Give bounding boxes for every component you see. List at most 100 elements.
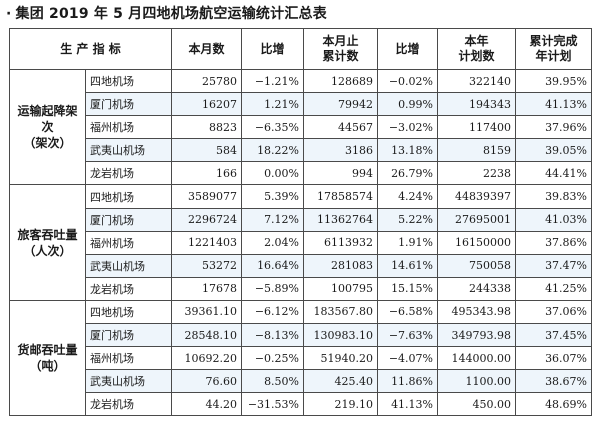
completion-rate-cell: 38.67%: [515, 369, 593, 394]
month-change-cell: −5.89%: [241, 276, 305, 301]
table-row: 福州机场 10692.20 −0.25% 51940.20 −4.07% 144000.0…: [10, 346, 593, 371]
table-row: 武夷山机场 584 18.22% 3186 13.18% 8159 39.05%: [10, 138, 593, 163]
table-row: 龙岩机场 44.20 −31.53% 219.10 41.13% 450.00 48.69%: [10, 392, 593, 417]
plan-value-cell: 117400: [437, 115, 517, 140]
completion-rate-cell: 37.47%: [515, 253, 593, 278]
header-row: 生 产 指 标 本月数 比增 本月止 累计数 比增 本年 计划数 累计完成 年计…: [8, 28, 593, 70]
cumulative-value-cell: 994: [303, 161, 379, 186]
completion-rate-cell: 44.41%: [515, 161, 593, 186]
cumulative-value-cell: 183567.80: [303, 299, 379, 325]
month-value-cell: 39361.10: [171, 299, 243, 325]
cumulative-value-cell: 281083: [303, 253, 379, 278]
month-value-cell: 44.20: [171, 392, 243, 417]
month-change-cell: 18.22%: [241, 138, 305, 163]
airport-name-cell: 福州机场: [84, 115, 173, 140]
plan-value-cell: 750058: [437, 253, 517, 278]
month-change-cell: 1.21%: [241, 92, 305, 117]
plan-value-cell: 2238: [437, 161, 517, 186]
table-row: 旅客吞吐量 （人次） 四地机场 3589077 5.39% 17858574 4.24% 44…: [9, 184, 593, 301]
category-label-line2: （吨）: [29, 359, 66, 374]
airport-name-cell: 武夷山机场: [84, 253, 173, 278]
cumulative-change-cell: 4.24%: [377, 184, 439, 209]
cumulative-value-cell: 100795: [303, 276, 379, 301]
plan-value-cell: 27695001: [437, 207, 517, 232]
title-text: 集团 2019 年 5 月四地机场航空运输统计汇总表: [15, 6, 327, 22]
airport-name-cell: 武夷山机场: [84, 138, 173, 163]
month-value-cell: 1221403: [171, 230, 243, 255]
airport-name-cell: 厦门机场: [84, 207, 173, 232]
cumulative-value-cell: 425.40: [303, 369, 379, 394]
completion-rate-cell: 36.07%: [515, 346, 593, 371]
airport-name-cell: 龙岩机场: [84, 161, 173, 186]
page-title: · 集团 2019 年 5 月四地机场航空运输统计汇总表: [6, 3, 327, 25]
month-change-cell: −0.25%: [241, 346, 305, 371]
plan-value-cell: 194343: [437, 92, 517, 117]
category-label-line2: （人次）: [23, 243, 72, 258]
plan-value-cell: 495343.98: [437, 299, 517, 325]
month-change-cell: 16.64%: [241, 253, 305, 278]
completion-rate-cell: 39.95%: [515, 68, 593, 94]
title-bullet: ·: [6, 6, 12, 22]
table-row: 厦门机场 16207 1.21% 79942 0.99% 194343 41.13%: [10, 92, 593, 117]
plan-value-cell: 349793.98: [437, 323, 517, 348]
airport-name-cell: 四地机场: [84, 299, 173, 325]
month-change-cell: −6.35%: [241, 115, 305, 140]
month-value-cell: 3589077: [171, 184, 243, 209]
cumulative-value-cell: 17858574: [303, 184, 379, 209]
header-cumulative-change: 比增: [377, 28, 439, 70]
month-change-cell: −6.12%: [241, 299, 305, 325]
cumulative-change-cell: 14.61%: [377, 253, 439, 278]
cumulative-change-cell: 41.13%: [377, 392, 439, 417]
plan-value-cell: 450.00: [437, 392, 517, 417]
table-row: 厦门机场 2296724 7.12% 11362764 5.22% 27695001 41.…: [10, 207, 593, 232]
cumulative-value-cell: 44567: [303, 115, 379, 140]
cumulative-value-cell: 11362764: [303, 207, 379, 232]
header-completion-line1: 累计完成: [529, 34, 578, 48]
header-month-change: 比增: [241, 28, 305, 70]
header-indicator: 生 产 指 标: [8, 28, 173, 70]
month-change-cell: 7.12%: [241, 207, 305, 232]
cumulative-value-cell: 219.10: [303, 392, 379, 417]
cumulative-value-cell: 130983.10: [303, 323, 379, 348]
category-label: 运输起降架次 （架次）: [9, 68, 86, 186]
month-value-cell: 28548.10: [171, 323, 243, 348]
cumulative-value-cell: 128689: [303, 68, 379, 94]
airport-name-cell: 福州机场: [84, 346, 173, 371]
cumulative-change-cell: 11.86%: [377, 369, 439, 394]
plan-value-cell: 8159: [437, 138, 517, 163]
cumulative-value-cell: 51940.20: [303, 346, 379, 371]
cumulative-change-cell: −6.58%: [377, 299, 439, 325]
completion-rate-cell: 37.86%: [515, 230, 593, 255]
completion-rate-cell: 37.06%: [515, 299, 593, 325]
month-change-cell: 8.50%: [241, 369, 305, 394]
month-change-cell: 2.04%: [241, 230, 305, 255]
header-completion-line2: 年计划: [535, 49, 572, 63]
plan-value-cell: 144000.00: [437, 346, 517, 371]
month-value-cell: 25780: [171, 68, 243, 94]
table-row: 武夷山机场 76.60 8.50% 425.40 11.86% 1100.00 38.67%: [10, 369, 593, 394]
statistics-table: 生 产 指 标 本月数 比增 本月止 累计数 比增 本年 计划数 累计完成 年计…: [8, 28, 593, 417]
airport-name-cell: 龙岩机场: [84, 276, 173, 301]
plan-value-cell: 244338: [437, 276, 517, 301]
table-row: 武夷山机场 53272 16.64% 281083 14.61% 750058 37.47%: [10, 253, 593, 278]
completion-rate-cell: 39.05%: [515, 138, 593, 163]
airport-name-cell: 武夷山机场: [84, 369, 173, 394]
month-value-cell: 53272: [171, 253, 243, 278]
category-label-line1: 旅客吞吐量: [17, 227, 78, 242]
month-change-cell: −1.21%: [241, 68, 305, 94]
month-change-cell: −8.13%: [241, 323, 305, 348]
table-row: 运输起降架次 （架次） 四地机场 25780 −1.21% 128689 −0.02% 322…: [9, 68, 593, 186]
table-row: 龙岩机场 166 0.00% 994 26.79% 2238 44.41%: [10, 161, 593, 186]
category-label: 货邮吞吐量 （吨）: [9, 299, 86, 417]
cumulative-change-cell: −7.63%: [377, 323, 439, 348]
plan-value-cell: 44839397: [437, 184, 517, 209]
completion-rate-cell: 39.83%: [515, 184, 593, 209]
cumulative-change-cell: 15.15%: [377, 276, 439, 301]
completion-rate-cell: 41.25%: [515, 276, 593, 301]
airport-name-cell: 福州机场: [84, 230, 173, 255]
month-value-cell: 10692.20: [171, 346, 243, 371]
header-plan-line2: 计划数: [458, 49, 495, 63]
cumulative-change-cell: −4.07%: [377, 346, 439, 371]
month-value-cell: 17678: [171, 276, 243, 301]
month-value-cell: 166: [171, 161, 243, 186]
